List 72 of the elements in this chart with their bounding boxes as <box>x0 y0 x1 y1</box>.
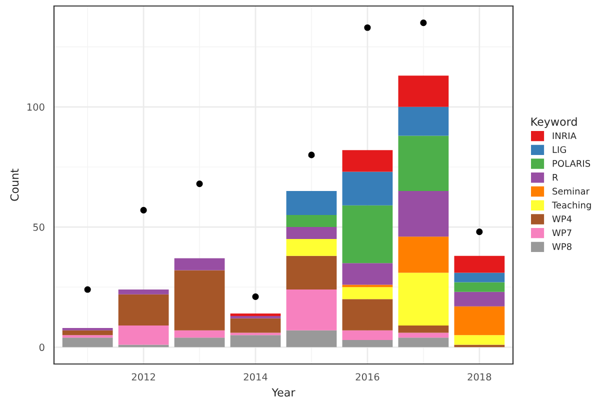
bar <box>62 338 113 348</box>
point <box>196 180 203 188</box>
point <box>252 293 259 300</box>
point <box>476 228 483 236</box>
bar <box>398 272 449 326</box>
legend-label: R <box>552 174 558 181</box>
bar <box>342 284 393 288</box>
bar <box>118 294 169 326</box>
bar <box>62 330 113 336</box>
bar <box>286 239 337 256</box>
bar <box>62 328 113 330</box>
x-tick-label: 2018 <box>468 373 492 381</box>
bar <box>342 340 393 348</box>
bar <box>174 270 225 330</box>
point <box>308 152 315 158</box>
x-tick-label: 2014 <box>244 373 268 381</box>
bar <box>342 205 393 264</box>
bar <box>342 330 393 340</box>
point <box>364 24 371 31</box>
bar <box>454 256 505 273</box>
bar <box>230 316 281 318</box>
bar <box>454 306 505 336</box>
bar <box>286 215 337 228</box>
legend-label: Teaching <box>552 201 591 210</box>
legend-title: Keyword <box>531 117 577 128</box>
bar <box>342 172 393 206</box>
bar <box>398 76 449 107</box>
bar <box>454 292 505 306</box>
legend-label: WP8 <box>552 243 572 250</box>
bar <box>342 287 393 300</box>
legend-label: INRIA <box>552 132 576 140</box>
bar <box>230 335 281 348</box>
legend-label: LIG <box>552 146 566 154</box>
x-tick-label: 2016 <box>356 373 380 381</box>
bar <box>286 256 337 290</box>
bar <box>174 338 225 348</box>
bar <box>398 191 449 237</box>
legend-label: WP4 <box>552 216 572 222</box>
point <box>84 286 91 293</box>
x-tick-label: 2012 <box>132 373 155 381</box>
bar <box>62 335 113 338</box>
bar <box>398 106 449 136</box>
point <box>140 206 147 214</box>
y-tick-label: 50 <box>33 224 44 231</box>
bar <box>454 272 505 282</box>
bar <box>398 326 449 333</box>
y-axis-title: Count <box>10 168 19 201</box>
bar <box>286 227 337 240</box>
bar <box>342 150 393 172</box>
bar <box>286 330 337 348</box>
bar <box>174 258 225 270</box>
legend-label: POLARIS <box>552 160 590 167</box>
point <box>420 20 427 26</box>
bar <box>398 332 449 338</box>
bar <box>286 290 337 330</box>
y-tick-label: 100 <box>27 103 44 111</box>
bar <box>118 326 169 345</box>
y-tick-label: 0 <box>39 344 44 352</box>
bar <box>454 282 505 292</box>
bar <box>286 191 337 216</box>
bar <box>398 338 449 348</box>
bar <box>342 299 393 330</box>
legend-label: Seminar <box>552 188 590 195</box>
x-axis-title: Year <box>272 388 296 397</box>
bar <box>398 236 449 273</box>
bar <box>230 318 281 333</box>
bar <box>454 335 505 345</box>
bar <box>118 290 169 294</box>
legend-label: WP7 <box>552 229 572 236</box>
bar <box>342 263 393 285</box>
bar <box>174 330 225 338</box>
bar <box>398 136 449 192</box>
